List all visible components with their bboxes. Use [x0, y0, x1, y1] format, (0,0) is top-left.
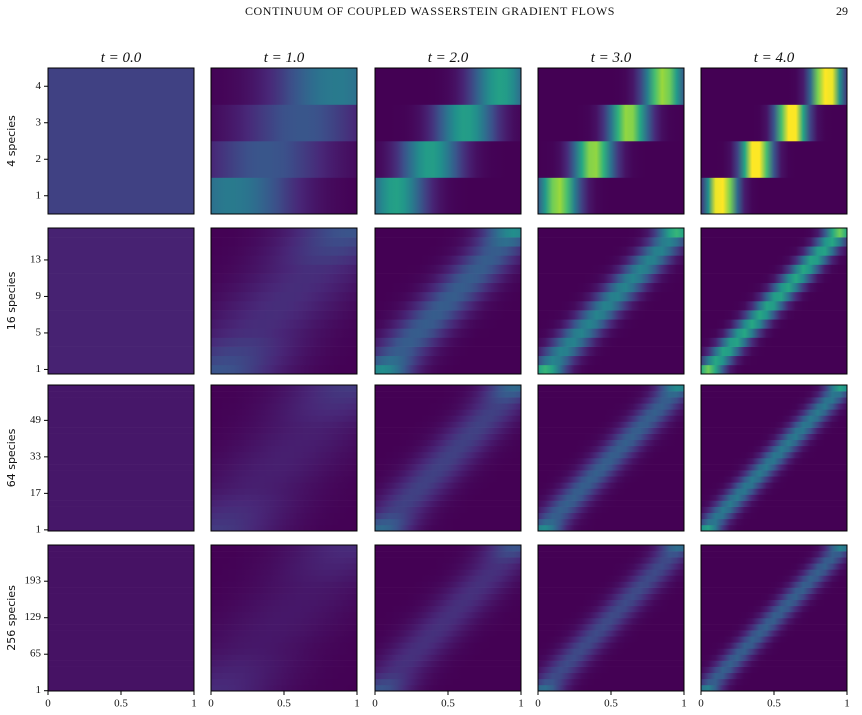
x-tick-label: 0: [372, 698, 378, 710]
panel-frame: [210, 67, 358, 215]
panel-frame: [700, 384, 848, 532]
heatmap: [211, 385, 357, 532]
y-tick-label: 2: [36, 153, 42, 165]
y-tick-label: 193: [25, 575, 42, 587]
heatmap: [701, 545, 847, 692]
panel-frame: [210, 384, 358, 532]
heatmap: [538, 228, 684, 375]
y-tick-label: 5: [36, 326, 42, 338]
heatmap: [48, 68, 194, 215]
column-title: t = 1.0: [264, 50, 305, 66]
x-tick-label: 0.5: [767, 698, 781, 710]
y-tick-label: 129: [25, 611, 42, 623]
heatmap: [538, 545, 684, 692]
heatmap: [701, 228, 847, 375]
panel-frame: [374, 227, 522, 375]
panel-frame: [537, 227, 685, 375]
heatmap: [48, 545, 194, 692]
x-tick-label: 0.5: [604, 698, 618, 710]
x-tick-label: 0.5: [277, 698, 291, 710]
row-label: 4 species: [5, 115, 18, 167]
y-tick-label: 4: [36, 80, 42, 92]
x-tick-label: 0: [45, 698, 51, 710]
x-tick-label: 1: [191, 698, 197, 710]
panel-frame: [210, 227, 358, 375]
running-header: CONTINUUM OF COUPLED WASSERSTEIN GRADIEN…: [245, 4, 615, 18]
page-number: 29: [836, 4, 848, 18]
x-tick-label: 1: [354, 698, 360, 710]
heatmap: [211, 228, 357, 375]
heatmap: [538, 385, 684, 532]
x-tick-label: 1: [518, 698, 524, 710]
y-tick-label: 1: [36, 684, 42, 696]
x-tick-label: 0.5: [441, 698, 455, 710]
x-tick-label: 0.5: [114, 698, 128, 710]
panel-frame: [47, 384, 195, 532]
panel-frame: [374, 384, 522, 532]
y-tick-label: 17: [30, 487, 42, 499]
y-tick-label: 1: [36, 523, 42, 535]
heatmap: [211, 545, 357, 692]
x-tick-label: 1: [681, 698, 687, 710]
y-tick-label: 33: [30, 450, 42, 462]
column-title: t = 2.0: [428, 50, 469, 66]
panel-frame: [700, 67, 848, 215]
panel-frame: [47, 227, 195, 375]
y-tick-label: 1: [36, 189, 42, 201]
y-tick-label: 9: [36, 290, 42, 302]
panel-frame: [700, 227, 848, 375]
heatmap: [375, 228, 521, 375]
y-tick-label: 49: [30, 414, 42, 426]
row-label: 256 species: [5, 585, 18, 651]
column-title: t = 0.0: [101, 50, 142, 66]
row-label: 64 species: [5, 428, 18, 487]
heatmap: [701, 68, 847, 215]
panel-frame: [537, 384, 685, 532]
column-title: t = 3.0: [591, 50, 632, 66]
heatmap: [375, 545, 521, 692]
x-tick-label: 0: [698, 698, 704, 710]
heatmap: [375, 385, 521, 532]
y-tick-label: 13: [30, 253, 42, 265]
heatmap: [211, 68, 357, 215]
heatmap: [538, 68, 684, 215]
y-tick-label: 3: [36, 116, 42, 128]
x-tick-label: 0: [208, 698, 214, 710]
heatmap: [48, 228, 194, 375]
heatmap: [375, 68, 521, 215]
x-tick-label: 1: [844, 698, 850, 710]
y-tick-label: 1: [36, 363, 42, 375]
panel-frame: [537, 67, 685, 215]
heatmap: [48, 385, 194, 532]
column-title: t = 4.0: [754, 50, 795, 66]
panel-frame: [374, 67, 522, 215]
panel-frame: [47, 67, 195, 215]
y-tick-label: 65: [30, 648, 42, 660]
x-tick-label: 0: [535, 698, 541, 710]
heatmap: [701, 385, 847, 532]
row-label: 16 species: [5, 271, 18, 330]
